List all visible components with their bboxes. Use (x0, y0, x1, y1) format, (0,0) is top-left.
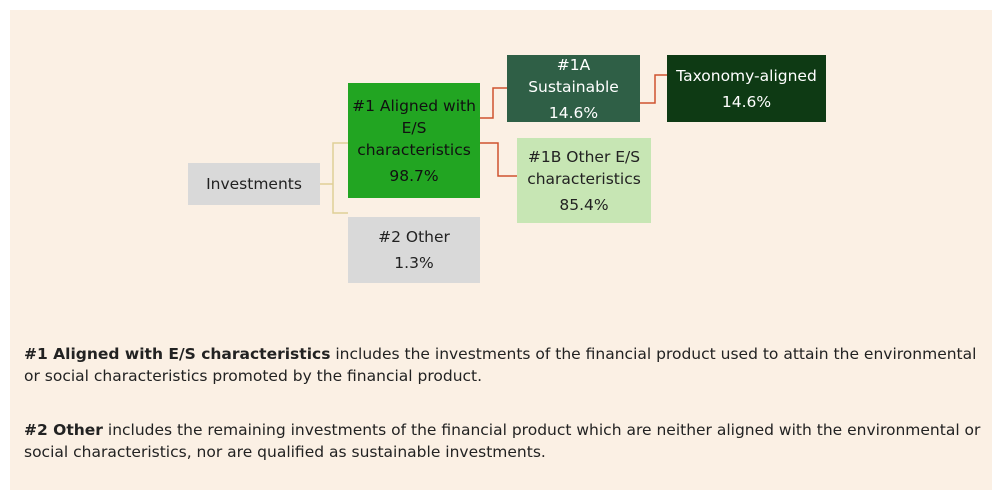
note: #1 Aligned with E/S characteristics incl… (24, 343, 984, 387)
node-sustainable: #1A Sustainable 14.6% (507, 55, 640, 122)
node-value: 98.7% (389, 166, 439, 185)
node-aligned: #1 Aligned with E/S characteristics 98.7… (348, 83, 480, 198)
connector (480, 87, 507, 119)
connector (332, 142, 348, 214)
node-label: #2 Other (378, 228, 450, 246)
note-term: #2 Other (24, 421, 103, 439)
node-value: 14.6% (548, 103, 599, 122)
node-label: Investments (206, 175, 302, 193)
note-text: includes the investments of the financia… (24, 345, 977, 385)
node-other-es: #1B Other E/S characteristics 85.4% (517, 138, 651, 223)
connector (480, 142, 517, 177)
node-value: 14.6% (721, 92, 772, 111)
node-taxonomy: Taxonomy-aligned 14.6% (667, 55, 826, 122)
note-text: includes the remaining investments of th… (24, 421, 981, 461)
note: #2 Other includes the remaining investme… (24, 419, 984, 463)
node-other: #2 Other 1.3% (348, 217, 480, 283)
node-label: #1A Sustainable (528, 55, 619, 96)
node-label: Taxonomy-aligned (676, 66, 817, 85)
panel (10, 10, 992, 490)
note-term: #1 Aligned with E/S characteristics (24, 345, 331, 363)
node-value: 1.3% (394, 254, 434, 272)
node-investments: Investments (188, 163, 320, 205)
node-value: 85.4% (559, 195, 609, 214)
node-label: #1 Aligned with E/S characteristics (352, 96, 476, 159)
connector (640, 74, 667, 104)
node-label: #1B Other E/S characteristics (527, 147, 641, 188)
